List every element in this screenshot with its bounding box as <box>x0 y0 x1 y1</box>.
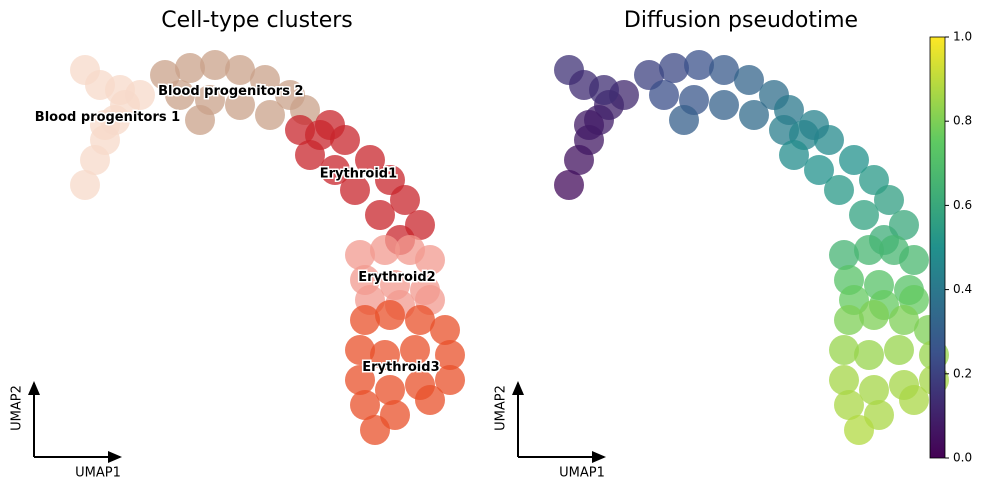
cell-point <box>370 340 400 370</box>
cell-point <box>839 145 869 175</box>
colorbar-tick-label: 0.0 <box>953 451 972 465</box>
cell-point <box>804 155 834 185</box>
cell-point <box>70 170 100 200</box>
cell-point <box>574 110 604 140</box>
cell-point <box>834 305 864 335</box>
cell-point <box>829 365 859 395</box>
cell-point <box>684 50 714 80</box>
cell-point <box>884 335 914 365</box>
cluster-label: Erythroid1 <box>320 167 397 182</box>
cell-point <box>739 100 769 130</box>
cell-point <box>435 365 465 395</box>
cell-point <box>370 235 400 265</box>
cell-point <box>899 385 929 415</box>
cell-point <box>225 55 255 85</box>
cluster-label: Erythroid2 <box>358 270 435 285</box>
cell-point <box>589 75 619 105</box>
points <box>554 50 949 445</box>
cell-point <box>649 80 679 110</box>
cell-point <box>854 340 884 370</box>
cell-point <box>834 390 864 420</box>
cell-point <box>709 55 739 85</box>
cell-point <box>350 390 380 420</box>
cell-point <box>554 170 584 200</box>
colorbar-tick-label: 0.2 <box>953 366 972 380</box>
cell-point <box>375 300 405 330</box>
cell-point <box>350 305 380 335</box>
y-axis-label: UMAP2 <box>10 385 25 431</box>
cell-point <box>824 175 854 205</box>
cell-point <box>415 245 445 275</box>
chart-title: Cell-type clusters <box>161 8 352 33</box>
cell-point <box>415 385 445 415</box>
cell-point <box>799 110 829 140</box>
cell-point <box>320 155 350 185</box>
cell-point <box>829 335 859 365</box>
cell-point <box>345 365 375 395</box>
cell-point <box>315 110 345 140</box>
cell-point <box>400 335 430 365</box>
points <box>70 50 465 445</box>
cell-point <box>659 53 689 83</box>
cell-point <box>709 90 739 120</box>
colorbar-tick-label: 0.4 <box>953 282 972 296</box>
colorbar-tick-label: 0.6 <box>953 198 972 212</box>
cell-point <box>295 140 325 170</box>
cluster-label: Blood progenitors 2 <box>158 84 303 99</box>
cell-point <box>355 145 385 175</box>
cell-point <box>854 235 884 265</box>
cell-point <box>345 240 375 270</box>
cell-point <box>165 80 195 110</box>
cell-point <box>250 65 280 95</box>
cell-point <box>874 185 904 215</box>
cell-point <box>345 335 375 365</box>
cell-point <box>175 53 205 83</box>
cell-point <box>340 175 370 205</box>
y-axis-label: UMAP2 <box>494 385 509 431</box>
x-axis-label: UMAP1 <box>75 466 121 481</box>
cell-point <box>435 340 465 370</box>
x-axis-label: UMAP1 <box>559 466 605 481</box>
cell-point <box>844 415 874 445</box>
cell-point <box>849 200 879 230</box>
cell-point <box>360 415 390 445</box>
cell-point <box>734 65 764 95</box>
cell-point <box>390 185 420 215</box>
cell-point <box>859 375 889 405</box>
cell-point <box>899 245 929 275</box>
cell-point <box>405 305 435 335</box>
chart-title: Diffusion pseudotime <box>624 8 858 33</box>
cell-point <box>255 100 285 130</box>
cell-point <box>889 305 919 335</box>
colorbar-tick-label: 0.8 <box>953 114 972 128</box>
cell-point <box>669 105 699 135</box>
colorbar <box>929 36 946 459</box>
cell-point <box>365 200 395 230</box>
cell-point <box>430 315 460 345</box>
cluster-label: Blood progenitors 1 <box>35 110 180 125</box>
cell-point <box>185 105 215 135</box>
cell-point <box>779 140 809 170</box>
cell-point <box>375 375 405 405</box>
cluster-label: Erythroid3 <box>362 360 439 375</box>
cell-point <box>200 50 230 80</box>
cell-point <box>829 240 859 270</box>
cell-point <box>105 75 135 105</box>
cell-point <box>90 110 120 140</box>
cell-point <box>859 300 889 330</box>
cell-point <box>225 90 255 120</box>
colorbar-tick-label: 1.0 <box>953 30 972 44</box>
